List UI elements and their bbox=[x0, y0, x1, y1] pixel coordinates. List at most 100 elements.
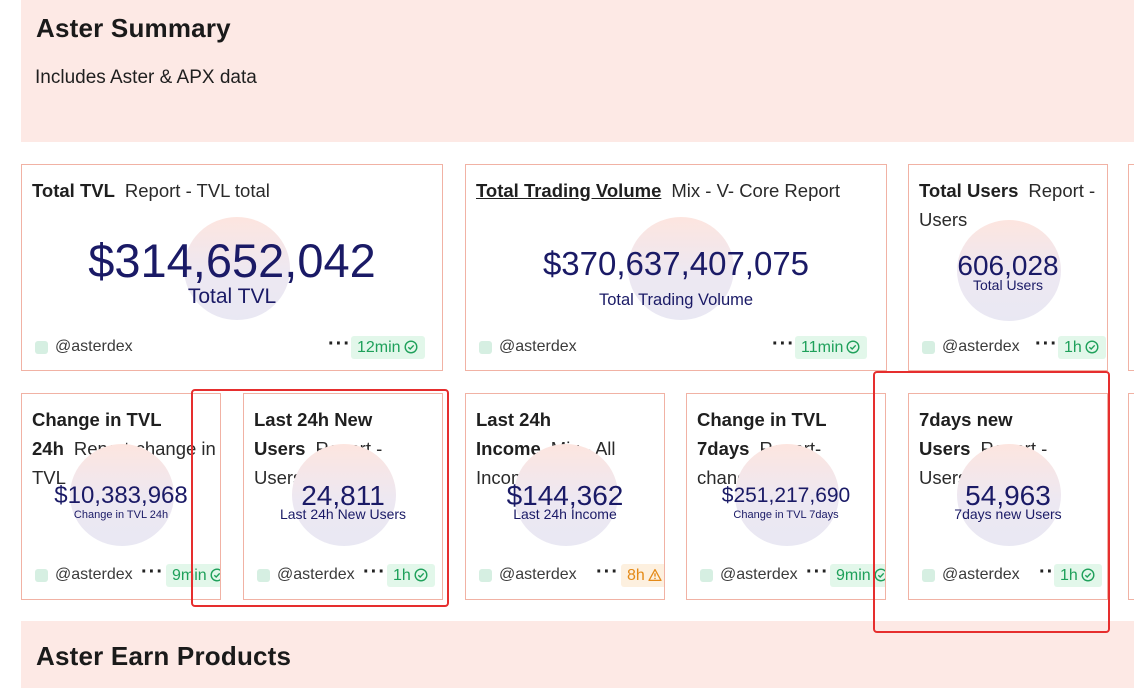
section-title: Aster Earn Products bbox=[36, 641, 292, 671]
owner-avatar bbox=[257, 569, 270, 582]
summary-section: Aster Summary Includes Aster & APX data bbox=[21, 0, 1134, 142]
card-footer: @asterdex ··· 1h bbox=[257, 561, 435, 588]
more-icon[interactable]: ··· bbox=[1035, 333, 1058, 355]
card-footer: @asterdex ··· 1h bbox=[922, 561, 1102, 588]
card-header: Total TVL Report - TVL total bbox=[32, 176, 432, 205]
metric-label: Change in TVL 7days bbox=[733, 509, 839, 521]
metric-label: Total TVL bbox=[187, 285, 277, 308]
metric-label: Last 24h New Users bbox=[279, 506, 407, 522]
owner-avatar bbox=[35, 569, 48, 582]
more-icon[interactable]: ··· bbox=[141, 561, 164, 583]
card-title[interactable]: Last 24h Income bbox=[476, 409, 552, 459]
freshness-value: 12min bbox=[357, 339, 401, 356]
owner-avatar bbox=[922, 341, 935, 354]
card-title[interactable]: Last 24h New Users bbox=[254, 409, 373, 459]
owner-handle[interactable]: @asterdex bbox=[942, 338, 1020, 355]
card-title[interactable]: Total Users bbox=[919, 180, 1019, 201]
metric-value: $251,217,690 bbox=[721, 484, 851, 507]
owner-handle[interactable]: @asterdex bbox=[55, 566, 133, 583]
card-footer: @asterdex ··· 9min bbox=[700, 561, 885, 588]
card-background-blob bbox=[514, 444, 618, 546]
earn-products-section: Aster Earn Products bbox=[21, 621, 1134, 688]
owner-handle[interactable]: @asterdex bbox=[499, 566, 577, 583]
card-footer: @asterdex ··· 12min bbox=[35, 333, 434, 360]
card-background-blob bbox=[292, 444, 396, 546]
check-circle-icon bbox=[1085, 340, 1099, 354]
owner-avatar bbox=[922, 569, 935, 582]
more-icon[interactable]: ··· bbox=[596, 561, 619, 583]
metric-value: $10,383,968 bbox=[54, 482, 188, 509]
freshness-badge: 1h bbox=[1054, 564, 1102, 587]
warning-icon bbox=[648, 568, 662, 582]
card-background-blob bbox=[70, 444, 174, 546]
metric-label: Total Trading Volume bbox=[598, 291, 754, 309]
check-circle-icon bbox=[414, 568, 428, 582]
metric-label: Change in TVL 24h bbox=[73, 509, 169, 521]
metric-label: Last 24h Income bbox=[513, 506, 617, 522]
card-change-in-tvl-7days[interactable]: Change in TVL 7daysReport-change in TVL … bbox=[686, 393, 886, 600]
owner-handle[interactable]: @asterdex bbox=[55, 338, 133, 355]
metric-value: 606,028 bbox=[957, 250, 1059, 281]
check-circle-icon bbox=[404, 340, 418, 354]
card-total-tvl[interactable]: Total TVL Report - TVL total $314,652,042… bbox=[21, 164, 443, 371]
card-total-users[interactable]: Total Users Report - Users 606,028 Total … bbox=[908, 164, 1108, 371]
card-background-blob bbox=[735, 444, 839, 546]
metric-value: $370,637,407,075 bbox=[542, 245, 810, 282]
freshness-badge: 9min bbox=[830, 564, 885, 587]
card-partial-next bbox=[1128, 164, 1134, 371]
metric-value: $144,362 bbox=[506, 480, 624, 511]
card-change-in-tvl-24h[interactable]: Change in TVL 24hReport-change in TVL $1… bbox=[21, 393, 221, 600]
owner-avatar bbox=[479, 341, 492, 354]
metric-value: 24,811 bbox=[301, 480, 385, 511]
card-footer: @asterdex ··· 1h bbox=[922, 333, 1106, 360]
card-title[interactable]: 7days new Users bbox=[919, 409, 1013, 459]
section-subtitle: Includes Aster & APX data bbox=[35, 67, 257, 88]
owner-handle[interactable]: @asterdex bbox=[277, 566, 355, 583]
more-icon[interactable]: ··· bbox=[328, 333, 351, 355]
owner-avatar bbox=[700, 569, 713, 582]
owner-avatar bbox=[35, 341, 48, 354]
card-last-24h-income[interactable]: Last 24h IncomeMix - All Income $144,362… bbox=[465, 393, 665, 600]
card-report-name[interactable]: Report - Users bbox=[919, 180, 1096, 230]
card-footer: @asterdex ··· 8h bbox=[479, 561, 664, 588]
card-report-name[interactable]: Report - TVL total bbox=[124, 180, 270, 201]
card-background-blob bbox=[628, 217, 734, 320]
card-title[interactable]: Total TVL bbox=[32, 180, 115, 201]
freshness-badge: 8h bbox=[621, 564, 664, 587]
check-circle-icon bbox=[1081, 568, 1095, 582]
metric-value: 54,963 bbox=[965, 480, 1051, 511]
freshness-badge: 12min bbox=[351, 336, 425, 359]
card-partial-next bbox=[1128, 393, 1134, 600]
more-icon[interactable]: ··· bbox=[772, 333, 795, 355]
card-background-blob bbox=[184, 217, 290, 320]
check-circle-icon bbox=[846, 340, 860, 354]
card-footer: @asterdex ··· 9min bbox=[35, 561, 220, 588]
freshness-value: 8h bbox=[627, 567, 645, 584]
owner-handle[interactable]: @asterdex bbox=[942, 566, 1020, 583]
more-icon[interactable]: ··· bbox=[363, 561, 386, 583]
more-icon[interactable]: ··· bbox=[806, 561, 829, 583]
card-title[interactable]: Change in TVL 24h bbox=[32, 409, 162, 459]
owner-handle[interactable]: @asterdex bbox=[499, 338, 577, 355]
freshness-badge: 11min bbox=[795, 336, 868, 359]
card-header: Total Trading Volume Mix - V- Core Report bbox=[476, 176, 876, 205]
freshness-value: 11min bbox=[801, 339, 844, 356]
card-report-name[interactable]: Mix - V- Core Report bbox=[671, 180, 840, 201]
section-title: Aster Summary bbox=[36, 13, 231, 43]
owner-handle[interactable]: @asterdex bbox=[720, 566, 798, 583]
card-header: Total Users Report - Users bbox=[919, 176, 1099, 234]
card-background-blob bbox=[957, 220, 1061, 321]
card-background-blob bbox=[957, 444, 1061, 546]
card-footer: @asterdex ··· 11min bbox=[479, 333, 878, 360]
check-circle-icon bbox=[210, 568, 220, 582]
freshness-value: 1h bbox=[393, 567, 411, 584]
freshness-value: 9min bbox=[836, 567, 871, 584]
metric-label: 7days new Users bbox=[954, 506, 1062, 522]
owner-avatar bbox=[479, 569, 492, 582]
card-title[interactable]: Change in TVL 7days bbox=[697, 409, 827, 459]
card-total-trading-volume[interactable]: Total Trading Volume Mix - V- Core Report… bbox=[465, 164, 887, 371]
card-title-link[interactable]: Total Trading Volume bbox=[476, 180, 662, 201]
check-circle-icon bbox=[874, 568, 885, 582]
